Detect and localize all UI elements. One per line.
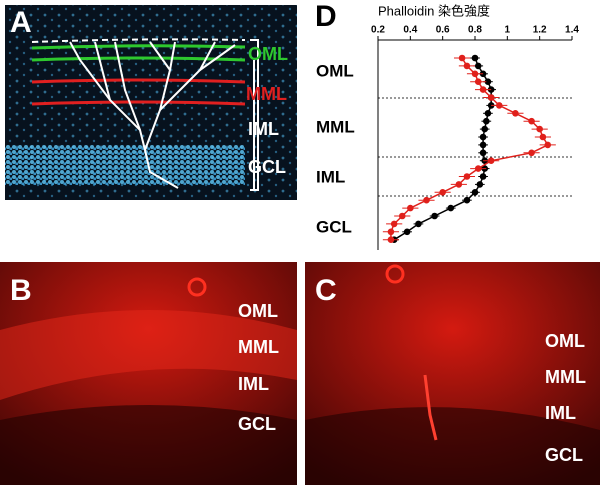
point xyxy=(483,117,490,125)
point xyxy=(479,70,487,78)
layer-label: GCL xyxy=(545,445,583,465)
point xyxy=(474,165,482,172)
layer-label: GCL xyxy=(238,414,276,434)
panel-b: B OML MML IML GCL xyxy=(0,262,297,485)
point xyxy=(407,204,414,212)
point xyxy=(536,125,543,133)
point xyxy=(484,110,492,117)
point xyxy=(403,228,411,236)
point xyxy=(398,212,406,220)
point xyxy=(463,196,471,204)
panel-c: C OML MML IML GCL xyxy=(305,262,600,485)
panel-letter: C xyxy=(315,274,337,307)
band xyxy=(0,310,297,400)
layer-label: GCL xyxy=(248,157,286,177)
chart-title: Phalloidin 染色強度 xyxy=(378,3,490,18)
point xyxy=(479,173,487,180)
point xyxy=(458,54,466,62)
x-tick-label: 1.4 xyxy=(565,25,579,36)
band xyxy=(305,407,600,485)
point xyxy=(481,125,489,133)
region-label: OML xyxy=(316,61,354,80)
point xyxy=(447,204,455,212)
panel-letter: B xyxy=(10,274,32,307)
panel-letter: A xyxy=(10,6,32,39)
x-tick-label: 1 xyxy=(505,25,511,36)
point xyxy=(463,173,471,180)
point xyxy=(479,149,487,157)
point xyxy=(471,70,479,78)
point xyxy=(479,133,487,141)
layer-label: IML xyxy=(545,403,576,423)
point xyxy=(390,220,398,228)
band xyxy=(0,405,297,485)
point xyxy=(415,220,422,228)
series-line xyxy=(393,57,492,241)
layer-label: IML xyxy=(238,374,269,394)
point xyxy=(484,78,492,85)
point xyxy=(439,189,446,196)
point xyxy=(528,117,535,125)
dendrite xyxy=(69,41,236,189)
layer-label: OML xyxy=(545,331,585,351)
region-label: MML xyxy=(316,117,355,136)
point xyxy=(495,102,503,109)
point xyxy=(387,236,395,243)
scale-bracket xyxy=(250,39,259,191)
point xyxy=(479,86,487,93)
x-tick-label: 0.6 xyxy=(436,25,450,36)
panel-letter: D xyxy=(315,0,337,33)
x-tick-label: 1.2 xyxy=(533,25,547,36)
panel-a: A OML MML IML GCL xyxy=(5,5,297,200)
region-label: IML xyxy=(316,167,345,186)
series-line xyxy=(390,57,549,240)
point xyxy=(512,110,519,117)
layer-label: OML xyxy=(248,44,288,64)
layer-label: IML xyxy=(248,119,279,139)
point xyxy=(387,228,395,236)
layer-label: MML xyxy=(545,367,586,387)
point xyxy=(463,62,471,70)
point xyxy=(487,86,495,93)
point xyxy=(487,157,495,164)
point xyxy=(528,149,535,157)
region-dividers xyxy=(378,97,572,197)
vessel xyxy=(385,264,405,284)
vessel xyxy=(187,277,207,297)
granule-cells xyxy=(5,145,245,185)
layer-label: MML xyxy=(246,84,287,104)
point xyxy=(474,62,482,70)
panel-d: D Phalloidin 染色強度 OML MML IML GCL 0.2 0.4… xyxy=(315,0,579,250)
point xyxy=(431,212,438,220)
layer-label: OML xyxy=(238,301,278,321)
point xyxy=(539,133,547,141)
point xyxy=(471,54,479,62)
x-tick-label: 0.8 xyxy=(468,25,482,36)
vessel xyxy=(423,374,438,441)
layer-label: MML xyxy=(238,337,279,357)
point xyxy=(471,189,479,196)
point xyxy=(479,141,487,149)
region-label: GCL xyxy=(316,217,352,236)
x-tick-label: 0.2 xyxy=(371,25,385,36)
point xyxy=(455,181,463,188)
x-tick-label: 0.4 xyxy=(403,25,417,36)
point xyxy=(476,181,484,188)
point xyxy=(544,141,552,149)
layer-lines xyxy=(31,38,246,106)
point xyxy=(423,196,430,204)
point xyxy=(487,94,495,101)
point xyxy=(474,78,482,85)
